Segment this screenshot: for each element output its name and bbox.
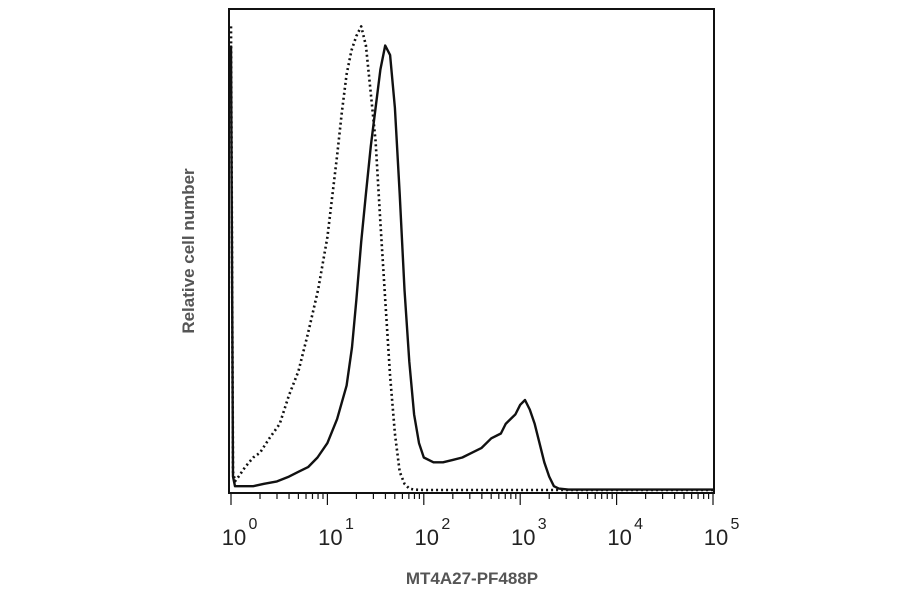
x-tick-label-exponent: 4 bbox=[634, 516, 643, 533]
x-tick-label: 100 bbox=[222, 516, 258, 550]
x-axis-label: MT4A27-PF488P bbox=[406, 569, 538, 588]
x-axis-ticks bbox=[230, 493, 714, 505]
x-tick-label: 104 bbox=[607, 516, 643, 550]
x-tick-label-base: 10 bbox=[511, 525, 535, 550]
x-tick-label-exponent: 0 bbox=[249, 516, 258, 533]
x-tick-label-exponent: 1 bbox=[345, 516, 354, 533]
x-tick-label-base: 10 bbox=[607, 525, 631, 550]
plot-frame bbox=[228, 8, 715, 494]
series-layer bbox=[229, 25, 713, 492]
x-tick-label-base: 10 bbox=[318, 525, 342, 550]
x-tick-label-exponent: 2 bbox=[441, 516, 450, 533]
x-tick-label-base: 10 bbox=[222, 525, 246, 550]
x-tick-label-base: 10 bbox=[704, 525, 728, 550]
series-line-dotted bbox=[229, 25, 713, 492]
x-tick-label-base: 10 bbox=[415, 525, 439, 550]
x-tick-label: 102 bbox=[415, 516, 451, 550]
x-tick-label: 101 bbox=[318, 516, 354, 550]
x-tick-label: 103 bbox=[511, 516, 547, 550]
x-tick-label: 105 bbox=[704, 516, 740, 550]
y-axis-label: Relative cell number bbox=[179, 168, 198, 334]
x-tick-label-exponent: 5 bbox=[731, 516, 740, 533]
x-tick-label-exponent: 3 bbox=[538, 516, 547, 533]
series-line-solid bbox=[229, 44, 713, 491]
